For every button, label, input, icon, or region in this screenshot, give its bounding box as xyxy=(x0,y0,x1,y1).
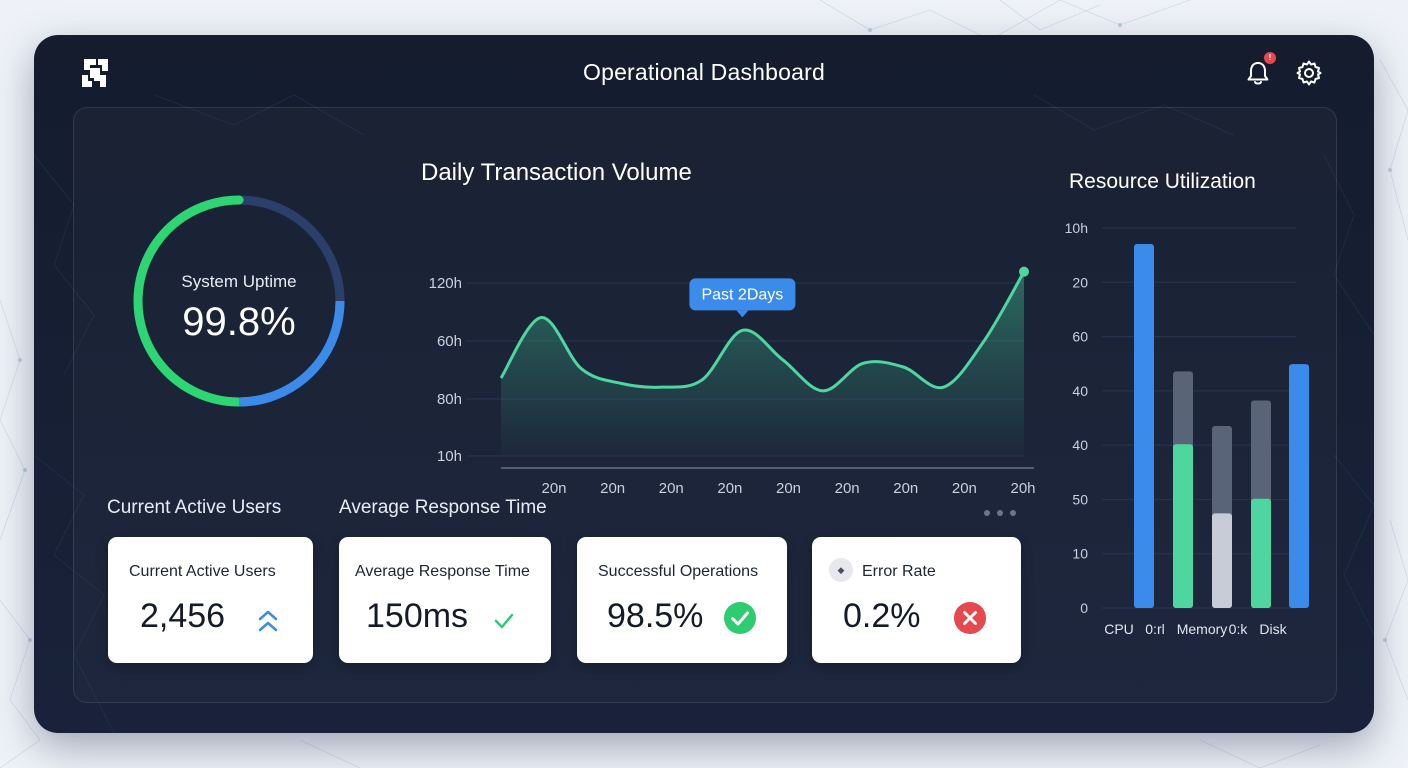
x-tick-label: 20n xyxy=(659,480,684,497)
y-tick-label: 120h xyxy=(429,275,462,292)
resource-bar xyxy=(1251,498,1271,608)
resource-chart-title: Resource Utilization xyxy=(1069,170,1256,193)
y-tick-label: 60 xyxy=(1072,329,1088,345)
uptime-value: 99.8% xyxy=(182,300,296,344)
resource-bar xyxy=(1134,244,1154,608)
resource-bar xyxy=(1289,364,1309,608)
x-tick-label: CPU xyxy=(1104,621,1134,637)
x-tick-label: 20n xyxy=(541,480,566,497)
active-users-section-label: Current Active Users xyxy=(107,497,282,518)
card-value: 0.2% xyxy=(843,597,921,635)
dashboard-title: Operational Dashboard xyxy=(582,59,826,85)
dashboard-window: Operational Dashboard ! System Uptime 99… xyxy=(34,35,1374,733)
card-label: Successful Operations xyxy=(598,563,759,580)
card-value: 98.5% xyxy=(607,597,704,635)
y-tick-label: 10h xyxy=(437,448,462,465)
x-tick-label: Disk xyxy=(1259,621,1287,637)
x-circle-icon xyxy=(954,602,986,634)
transaction-area xyxy=(501,271,1024,455)
card-label: Average Response Time xyxy=(355,563,530,580)
response-time-card[interactable]: Average Response Time 150ms xyxy=(339,537,551,663)
x-tick-label: 20n xyxy=(717,480,742,497)
x-tick-label: 20h xyxy=(1010,480,1035,497)
gear-icon[interactable] xyxy=(1295,59,1323,87)
resource-bar xyxy=(1173,444,1193,608)
more-options-icon[interactable] xyxy=(984,503,1023,521)
transaction-endpoint xyxy=(1019,266,1029,277)
x-tick-label: 20n xyxy=(893,480,918,497)
y-tick-label: 60h xyxy=(437,333,462,350)
transaction-line xyxy=(499,270,1026,393)
frame-network-pattern xyxy=(34,94,1374,733)
x-tick-label: 20n xyxy=(835,480,860,497)
resource-bar xyxy=(1212,513,1232,608)
chart-tooltip: Past 2Days xyxy=(689,278,796,318)
notification-badge: ! xyxy=(1264,52,1276,64)
check-icon xyxy=(494,613,514,629)
y-tick-label: 40 xyxy=(1072,383,1088,399)
y-tick-label: 20 xyxy=(1072,274,1088,290)
resource-bar-chart: 10h 20 60 40 40 50 10 0 CPU 0:rl Memory 0:k Disk xyxy=(1065,220,1309,637)
logo-icon[interactable] xyxy=(80,57,110,89)
content-panel xyxy=(73,107,1337,703)
uptime-label: System Uptime xyxy=(181,272,297,291)
x-tick-label: 20n xyxy=(776,480,801,497)
bell-icon[interactable] xyxy=(1244,59,1272,87)
uptime-gauge-blue-arc xyxy=(133,195,345,407)
check-circle-icon xyxy=(724,602,756,634)
info-dot-icon: ◆ xyxy=(829,558,853,582)
card-label: Error Rate xyxy=(862,563,936,580)
x-tick-label: 0:rl xyxy=(1145,621,1164,637)
uptime-gauge xyxy=(133,195,345,407)
active-users-card[interactable]: Current Active Users 2,456 xyxy=(108,537,313,663)
y-tick-label: 0 xyxy=(1080,600,1088,616)
tooltip-text: Past 2Days xyxy=(701,286,783,303)
x-tick-label: 20n xyxy=(952,480,977,497)
card-value: 2,456 xyxy=(140,597,226,635)
card-label: Current Active Users xyxy=(129,563,276,580)
y-tick-label: 80h xyxy=(437,391,462,408)
card-value: 150ms xyxy=(366,597,469,635)
error-rate-card[interactable]: ◆ Error Rate 0.2% xyxy=(812,537,1021,663)
y-tick-label: 10h xyxy=(1065,220,1088,236)
y-tick-label: 40 xyxy=(1072,437,1088,453)
transaction-chart-title: Daily Transaction Volume xyxy=(421,159,692,186)
x-tick-label: Memory xyxy=(1177,621,1228,637)
x-tick-label: 0:k xyxy=(1229,621,1249,637)
transaction-area-chart: 120h 60h 80h 10h 20n 20n 20n 20n 20n 20n 20n 20n 20… xyxy=(429,266,1036,497)
y-tick-label: 50 xyxy=(1072,491,1088,507)
y-tick-label: 10 xyxy=(1072,546,1088,562)
x-tick-label: 20n xyxy=(600,480,625,497)
successful-operations-card[interactable]: Successful Operations 98.5% xyxy=(577,537,787,663)
double-chevron-up-icon xyxy=(258,610,278,632)
response-time-section-label: Average Response Time xyxy=(339,497,547,518)
